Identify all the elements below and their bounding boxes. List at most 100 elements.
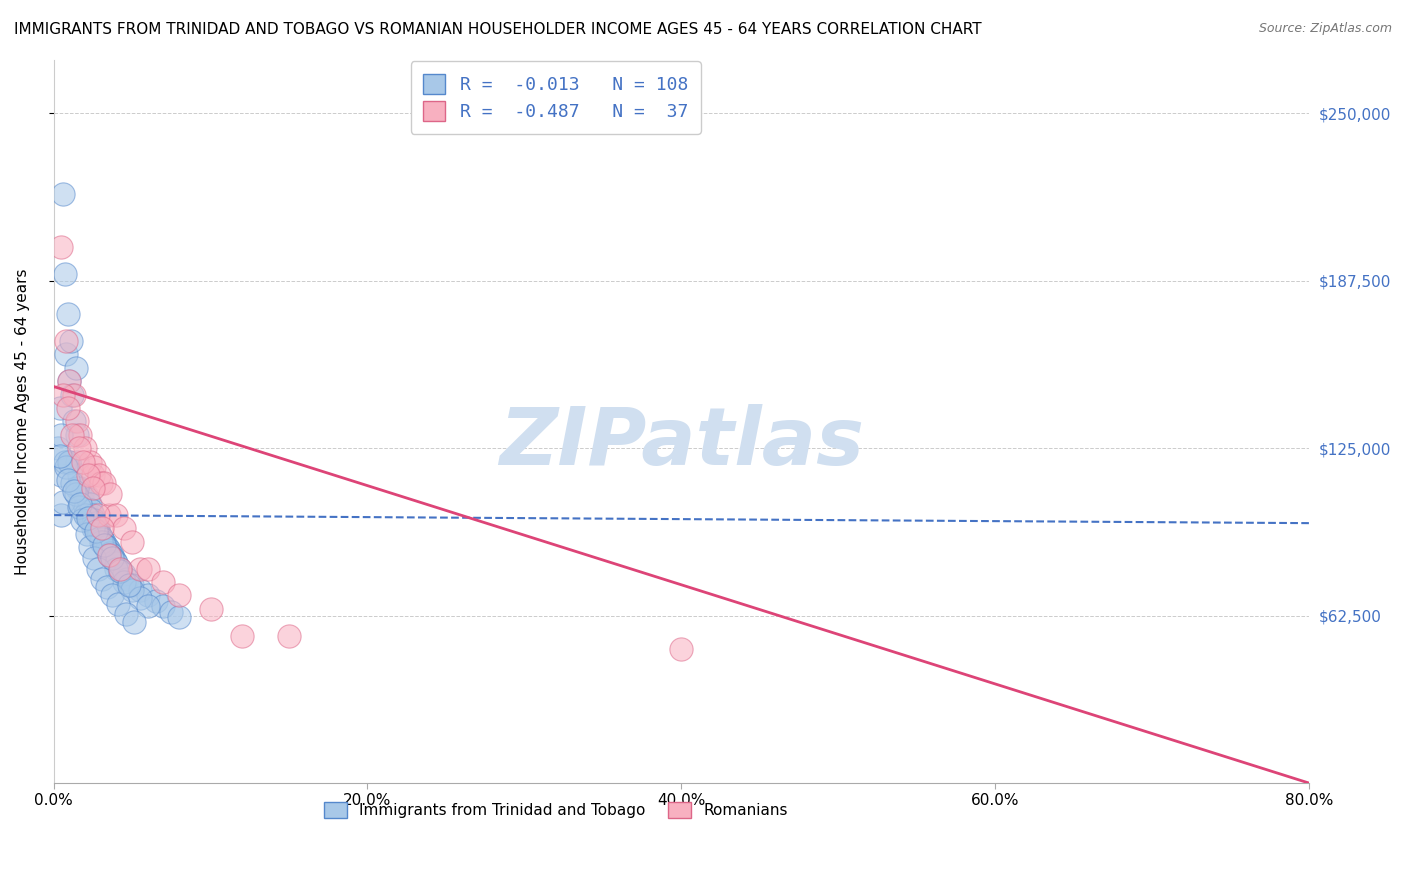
- Point: [100, 589, 122, 603]
- Point: [136, 599, 159, 614]
- Point: [56, 473, 79, 487]
- Text: ZIPatlas: ZIPatlas: [499, 404, 863, 482]
- Point: [152, 599, 174, 614]
- Point: [107, 597, 129, 611]
- Point: [112, 575, 135, 590]
- Point: [72, 454, 94, 468]
- Text: IMMIGRANTS FROM TRINIDAD AND TOBAGO VS ROMANIAN HOUSEHOLDER INCOME AGES 45 - 64 : IMMIGRANTS FROM TRINIDAD AND TOBAGO VS R…: [14, 22, 981, 37]
- Point: [52, 494, 75, 508]
- Point: [79, 497, 101, 511]
- Point: [79, 510, 101, 524]
- Point: [55, 334, 77, 348]
- Point: [66, 427, 89, 442]
- Point: [70, 486, 93, 500]
- Point: [114, 607, 136, 622]
- Point: [94, 538, 117, 552]
- Point: [83, 513, 105, 527]
- Point: [98, 486, 121, 500]
- Point: [62, 387, 84, 401]
- Point: [69, 497, 91, 511]
- Point: [96, 541, 118, 555]
- Point: [108, 562, 131, 576]
- Point: [82, 516, 104, 530]
- Point: [108, 565, 131, 579]
- Point: [73, 441, 96, 455]
- Point: [51, 508, 73, 522]
- Point: [91, 532, 114, 546]
- Point: [118, 578, 141, 592]
- Point: [76, 505, 98, 519]
- Point: [112, 567, 135, 582]
- Point: [152, 575, 174, 590]
- Point: [105, 562, 128, 576]
- Point: [63, 483, 86, 498]
- Point: [91, 521, 114, 535]
- Point: [77, 467, 100, 482]
- Point: [84, 524, 107, 538]
- Point: [73, 508, 96, 522]
- Point: [93, 475, 115, 490]
- Point: [86, 521, 108, 535]
- Point: [49, 449, 72, 463]
- Point: [122, 615, 145, 630]
- Point: [55, 347, 77, 361]
- Point: [66, 414, 89, 428]
- Point: [129, 562, 152, 576]
- Point: [90, 529, 112, 543]
- Point: [83, 459, 105, 474]
- Point: [51, 427, 73, 442]
- Point: [82, 521, 104, 535]
- Point: [83, 551, 105, 566]
- Point: [84, 521, 107, 535]
- Point: [65, 486, 87, 500]
- Point: [145, 594, 167, 608]
- Point: [82, 508, 104, 522]
- Point: [72, 494, 94, 508]
- Point: [97, 549, 120, 563]
- Point: [67, 441, 90, 455]
- Point: [671, 642, 693, 657]
- Point: [80, 513, 103, 527]
- Point: [91, 532, 114, 546]
- Point: [98, 546, 121, 560]
- Point: [63, 387, 86, 401]
- Point: [77, 508, 100, 522]
- Point: [66, 454, 89, 468]
- Point: [108, 562, 131, 576]
- Point: [90, 535, 112, 549]
- Point: [278, 629, 301, 643]
- Point: [62, 427, 84, 442]
- Point: [97, 543, 120, 558]
- Point: [53, 267, 76, 281]
- Point: [67, 500, 90, 514]
- Point: [77, 510, 100, 524]
- Point: [117, 573, 139, 587]
- Point: [73, 508, 96, 522]
- Point: [63, 414, 86, 428]
- Point: [200, 602, 222, 616]
- Point: [105, 508, 128, 522]
- Point: [100, 549, 122, 563]
- Point: [136, 562, 159, 576]
- Point: [69, 500, 91, 514]
- Point: [65, 360, 87, 375]
- Point: [76, 489, 98, 503]
- Point: [90, 529, 112, 543]
- Point: [160, 605, 183, 619]
- Point: [79, 541, 101, 555]
- Point: [96, 543, 118, 558]
- Point: [51, 467, 73, 482]
- Point: [53, 454, 76, 468]
- Point: [93, 535, 115, 549]
- Y-axis label: Householder Income Ages 45 - 64 years: Householder Income Ages 45 - 64 years: [15, 268, 30, 574]
- Point: [62, 475, 84, 490]
- Point: [121, 578, 143, 592]
- Point: [58, 454, 80, 468]
- Point: [70, 513, 93, 527]
- Point: [86, 524, 108, 538]
- Point: [121, 583, 143, 598]
- Point: [58, 374, 80, 388]
- Point: [66, 481, 89, 495]
- Point: [69, 481, 91, 495]
- Point: [84, 516, 107, 530]
